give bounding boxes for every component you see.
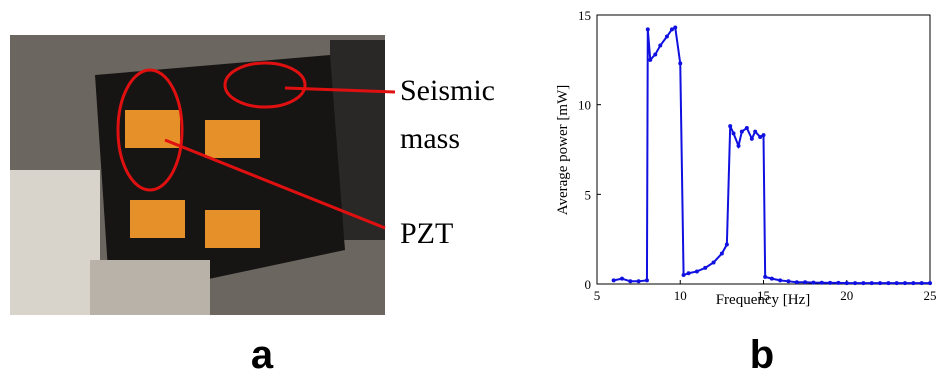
point-marker: [648, 57, 653, 62]
point-marker: [731, 131, 736, 136]
arrow: [164, 138, 386, 230]
arrow: [284, 86, 396, 94]
point-marker: [753, 129, 758, 134]
y-tick-label: 0: [585, 277, 592, 292]
point-marker: [761, 133, 766, 138]
point-marker: [836, 280, 841, 285]
point-marker: [803, 280, 808, 285]
point-marker: [869, 281, 874, 286]
point-marker: [669, 27, 674, 32]
point-marker: [611, 278, 616, 283]
point-marker: [673, 25, 678, 30]
point-marker: [739, 129, 744, 134]
point-marker: [664, 34, 669, 39]
y-tick-label: 15: [578, 8, 591, 23]
annotation: PZT: [400, 217, 453, 250]
point-marker: [653, 52, 658, 57]
x-tick-label: 25: [924, 288, 937, 303]
point-marker: [694, 269, 699, 274]
point-marker: [749, 136, 754, 141]
point-marker: [636, 279, 641, 284]
pzt-pad: [205, 210, 260, 248]
annotation: Seismic: [400, 74, 495, 107]
point-marker: [644, 278, 649, 283]
point-marker: [744, 125, 749, 130]
point-marker: [758, 134, 763, 139]
point-marker: [786, 279, 791, 284]
x-axis-label: Frequency [Hz]: [716, 292, 811, 308]
point-marker: [853, 281, 858, 286]
point-marker: [763, 274, 768, 279]
point-marker: [686, 271, 691, 276]
pzt-circle: [116, 68, 184, 192]
point-marker: [928, 281, 932, 286]
point-marker: [703, 265, 708, 270]
x-tick-label: 15: [757, 288, 770, 303]
point-marker: [736, 143, 741, 148]
point-marker: [711, 260, 716, 265]
y-tick-label: 5: [585, 187, 592, 202]
pzt-pad: [130, 200, 185, 238]
point-marker: [794, 280, 799, 285]
y-axis-label: Average power [mW]: [555, 85, 571, 216]
point-marker: [844, 281, 849, 286]
point-marker: [903, 281, 908, 286]
annotation: mass: [400, 122, 460, 155]
photo: [10, 35, 396, 315]
panel-label: a: [251, 333, 274, 377]
point-marker: [724, 242, 729, 247]
point-marker: [828, 280, 833, 285]
point-marker: [619, 276, 624, 281]
point-marker: [894, 281, 899, 286]
point-marker: [681, 273, 686, 278]
series-line: [613, 25, 930, 285]
point-marker: [919, 281, 924, 286]
point-marker: [878, 281, 883, 286]
photo-base: [90, 260, 210, 315]
point-marker: [911, 281, 916, 286]
x-tick-label: 5: [594, 288, 601, 303]
point-marker: [658, 43, 663, 48]
point-marker: [728, 124, 733, 129]
point-marker: [719, 251, 724, 256]
pzt-pad: [205, 120, 260, 158]
point-marker: [628, 279, 633, 284]
point-marker: [645, 27, 650, 32]
point-marker: [861, 281, 866, 286]
panel-label: b: [750, 333, 774, 377]
mass-circle: [223, 61, 307, 109]
x-tick-label: 20: [840, 288, 853, 303]
point-marker: [819, 280, 824, 285]
photo-ledge: [10, 170, 100, 315]
point-marker: [811, 280, 816, 285]
point-marker: [769, 276, 774, 281]
x-tick-label: 10: [674, 288, 687, 303]
point-marker: [886, 281, 891, 286]
point-marker: [778, 278, 783, 283]
y-tick-label: 10: [578, 98, 591, 113]
point-marker: [678, 61, 683, 66]
